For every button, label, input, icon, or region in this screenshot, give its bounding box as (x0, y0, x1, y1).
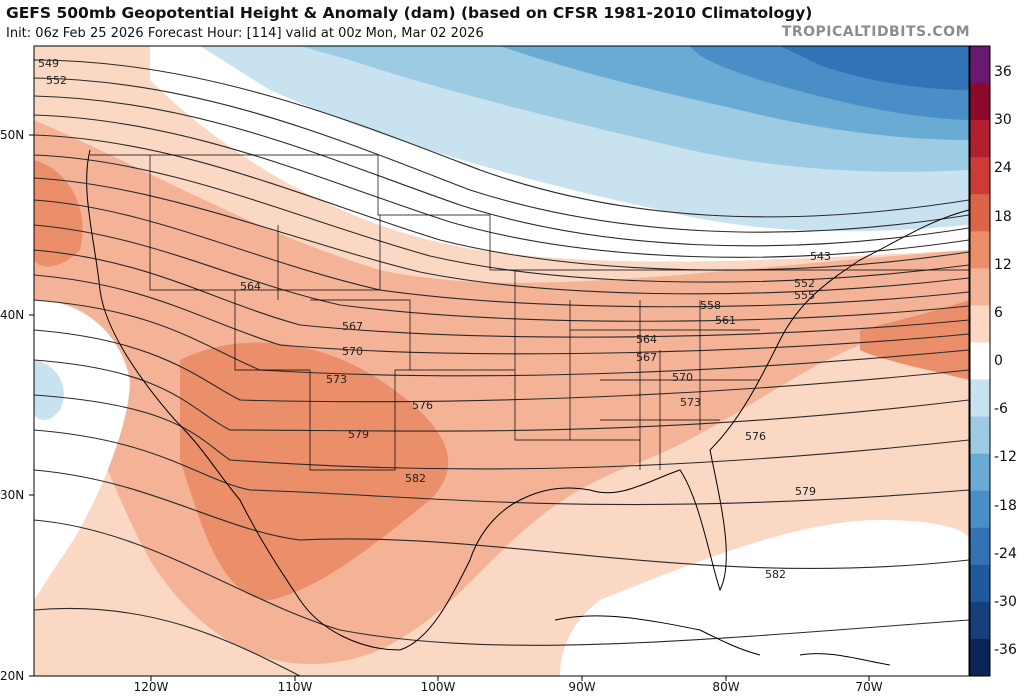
lon-label: 70W (855, 680, 883, 694)
state-borders (90, 154, 969, 471)
contour-label: 558 (700, 299, 721, 312)
colorbar-segment (970, 120, 990, 158)
coastlines (86, 149, 969, 666)
lon-label: 80W (712, 680, 740, 694)
colorbar-label: 30 (994, 112, 1012, 129)
colorbar-segment (970, 231, 990, 269)
anomaly-fill-neg6-pacific (34, 360, 64, 420)
colorbar-frame (969, 45, 991, 677)
lat-label: 50N (0, 128, 25, 142)
lat-label: 30N (0, 488, 25, 502)
forecast-info: Init: 06z Feb 25 2026 Forecast Hour: [11… (6, 26, 484, 41)
height-contours (34, 59, 969, 676)
contour-label: 573 (326, 373, 347, 386)
anomaly-fill-neg30 (780, 46, 969, 90)
lon-label: 90W (568, 680, 596, 694)
anomaly-fill-12-nw (34, 160, 83, 267)
map-title: GEFS 500mb Geopotential Height & Anomaly… (6, 4, 813, 22)
colorbar-segment (970, 342, 990, 381)
colorbar-segment (970, 157, 990, 195)
contour-label: 582 (765, 568, 786, 581)
anomaly-fill-12-east (860, 300, 969, 380)
colorbar-segment (970, 490, 990, 529)
contour-label: 555 (794, 289, 815, 302)
colorbar-segment (970, 453, 990, 492)
lat-label: 40N (0, 308, 25, 322)
contour-label: 573 (680, 396, 701, 409)
anomaly-fill-0-pacific (34, 300, 130, 600)
colorbar-label: -18 (994, 497, 1017, 514)
contour-label: 567 (636, 351, 657, 364)
colorbar-label: 36 (994, 64, 1012, 80)
colorbar-label: -36 (994, 642, 1017, 658)
contour-label: 570 (342, 345, 363, 358)
lon-label: 110W (277, 680, 313, 694)
colorbar-label: 24 (994, 160, 1012, 177)
colorbar-label: 0 (994, 353, 1003, 369)
lat-label: 20N (0, 669, 25, 683)
colorbar-segment (970, 83, 990, 121)
colorbar-segment (970, 527, 990, 566)
colorbar-label: 18 (994, 208, 1012, 225)
colorbar-label: -30 (994, 593, 1017, 610)
axis-ticks (29, 134, 870, 681)
map-frame (33, 45, 970, 677)
colorbar-segment (970, 268, 990, 306)
contour-label: 549 (38, 57, 59, 70)
colorbar-label: 12 (994, 256, 1012, 273)
colorbar-segment (970, 379, 990, 418)
anomaly-fill-0-south (560, 520, 969, 676)
anomaly-fill-12 (180, 342, 449, 600)
contour-label: 552 (794, 277, 815, 290)
contour-label: 579 (348, 428, 369, 441)
colorbar-label: -6 (994, 401, 1008, 418)
lon-label: 100W (420, 680, 456, 694)
contour-label: 567 (342, 320, 363, 333)
colorbar-label: -24 (994, 545, 1017, 562)
colorbar-segment (970, 638, 990, 677)
colorbar-segment (970, 416, 990, 455)
contour-label: 582 (405, 472, 426, 485)
contour-label: 561 (715, 314, 736, 327)
site-credit: TROPICALTIDBITS.COM (781, 24, 970, 40)
colorbar-segment (970, 46, 990, 84)
contour-label: 576 (412, 399, 433, 412)
contour-label: 579 (795, 485, 816, 498)
colorbar-label: 6 (994, 304, 1003, 321)
colorbar-segment (970, 194, 990, 232)
map-panel (34, 46, 969, 676)
contour-label: 543 (810, 250, 831, 263)
colorbar-segment (970, 564, 990, 603)
colorbar (969, 45, 991, 677)
lon-label: 120W (133, 680, 169, 694)
contour-label: 570 (672, 371, 693, 384)
colorbar-label: -12 (994, 449, 1017, 466)
contour-label: 552 (46, 74, 67, 87)
colorbar-segment (970, 601, 990, 640)
contour-label: 576 (745, 430, 766, 443)
colorbar-segment (970, 305, 990, 343)
contour-label: 564 (636, 333, 657, 346)
contour-label: 564 (240, 280, 261, 293)
contour-label-group: 549 552 564 567 570 573 576 579 582 543 … (38, 57, 831, 581)
